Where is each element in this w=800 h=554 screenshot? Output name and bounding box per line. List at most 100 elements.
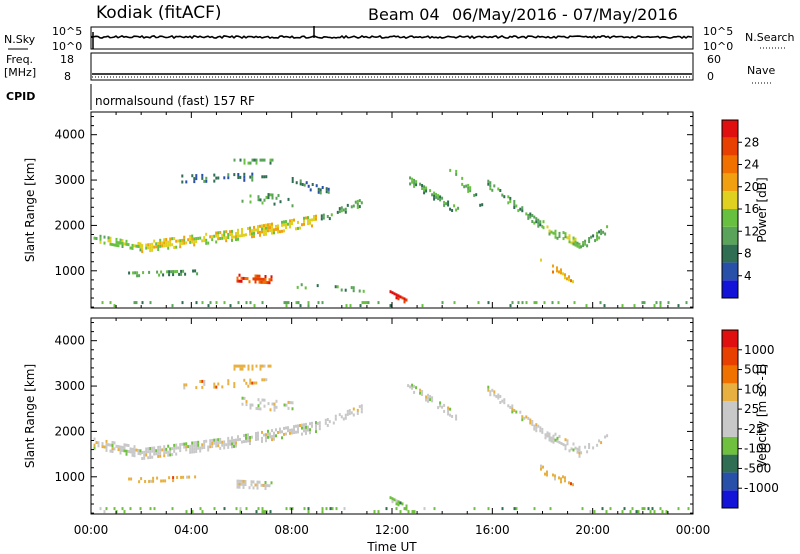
heatmap-cell (395, 296, 398, 300)
heatmap-cell (352, 286, 355, 290)
heatmap-cell (157, 245, 160, 248)
heatmap-cell (179, 449, 182, 453)
heatmap-cell (465, 184, 468, 188)
heatmap-cell (151, 449, 154, 453)
heatmap-cell (352, 407, 355, 411)
heatmap-cell (231, 238, 233, 242)
heatmap-cell (403, 507, 406, 511)
heatmap-cell (564, 235, 567, 239)
y-ticklabel: 3000 (54, 173, 85, 187)
heatmap-cell (435, 192, 438, 196)
heatmap-cell (238, 479, 241, 483)
heatmap-cell (603, 304, 606, 308)
heatmap-cell (185, 241, 188, 245)
heatmap-cell (131, 447, 134, 451)
heatmap-cell (265, 232, 267, 236)
heatmap-cell (227, 439, 230, 443)
heatmap-cell (185, 180, 188, 184)
heatmap-cell (291, 507, 294, 511)
heatmap-cell (261, 230, 263, 234)
heatmap-cell (254, 280, 257, 284)
heatmap-cell (511, 404, 514, 408)
heatmap-cell (319, 188, 322, 192)
heatmap-cell (209, 442, 212, 446)
heatmap-cell (199, 380, 202, 383)
heatmap-cell (167, 444, 170, 448)
heatmap-cell (173, 449, 176, 453)
heatmap-cell (254, 277, 257, 281)
colorbar-ticklabel: 12 (744, 224, 759, 238)
heatmap-cell (179, 242, 182, 246)
heatmap-cell (285, 226, 287, 230)
heatmap-cell (113, 447, 116, 451)
heatmap-cell (546, 225, 549, 229)
colorbar-swatch (722, 244, 738, 263)
heatmap-cell (267, 229, 269, 233)
heatmap-cell (132, 271, 135, 275)
heatmap-cell (289, 431, 291, 435)
heatmap-cell (631, 507, 634, 511)
heatmap-cell (257, 507, 260, 511)
heatmap-cell (558, 440, 561, 444)
heatmap-cell (307, 304, 310, 308)
heatmap-cell (99, 507, 102, 511)
heatmap-cell (245, 403, 248, 407)
heatmap-cell (489, 187, 492, 191)
heatmap-cell (183, 238, 186, 242)
heatmap-cell (566, 442, 569, 446)
heatmap-cell (443, 203, 446, 207)
heatmap-cell (207, 448, 210, 452)
heatmap-cell (155, 449, 158, 453)
heatmap-cell (316, 284, 319, 288)
colorbar-ticklabel: 100 (744, 382, 767, 396)
heatmap-cell (203, 446, 206, 449)
heatmap-cell (467, 183, 470, 187)
heatmap-cell (255, 381, 258, 385)
heatmap-cell (542, 220, 545, 224)
heatmap-cell (263, 378, 266, 382)
heatmap-cell (169, 450, 172, 454)
heatmap-cell (236, 479, 239, 483)
heatmap-cell (93, 437, 96, 441)
heatmap-cell (291, 431, 293, 435)
heatmap-cell (343, 507, 346, 511)
heatmap-cell (267, 196, 270, 200)
heatmap-cell (239, 158, 242, 162)
heatmap-cell (315, 430, 317, 434)
heatmap-cell (311, 218, 313, 222)
heatmap-cell (142, 271, 145, 275)
heatmap-cell (235, 438, 237, 442)
heatmap-cell (293, 218, 295, 222)
heatmap-cell (576, 244, 579, 248)
heatmap-cell (301, 432, 303, 436)
heatmap-cell (558, 270, 560, 274)
heatmap-cell (225, 230, 228, 234)
heatmap-cell (251, 403, 254, 407)
heatmap-cell (321, 186, 324, 189)
colorbar-swatch (722, 472, 738, 491)
heatmap-cell (552, 434, 555, 438)
colorbar-swatch (722, 155, 738, 174)
heatmap-cell (257, 407, 260, 411)
heatmap-cell (527, 216, 530, 220)
heatmap-cell (250, 480, 253, 484)
heatmap-cell (309, 431, 311, 435)
heatmap-cell (258, 480, 261, 484)
heatmap-cell (574, 237, 577, 241)
heatmap-cell (183, 383, 186, 387)
heatmap-cell (317, 187, 320, 191)
heatmap-cell (233, 364, 236, 368)
freq-label: Freq. (6, 53, 33, 66)
heatmap-cell (261, 439, 263, 443)
heatmap-cell (256, 483, 259, 487)
heatmap-cell (295, 181, 298, 185)
heatmap-cell (231, 442, 233, 446)
heatmap-cell (340, 206, 343, 210)
heatmap-cell (537, 221, 540, 225)
heatmap-cell (138, 480, 141, 484)
heatmap-cell (264, 275, 267, 278)
heatmap-cell (564, 232, 567, 236)
heatmap-cell (195, 240, 198, 244)
heatmap-cell (335, 507, 338, 511)
heatmap-cell (183, 235, 186, 239)
